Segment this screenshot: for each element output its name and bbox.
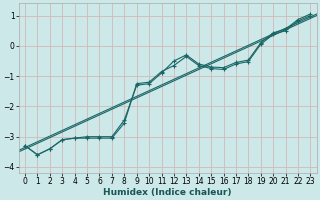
X-axis label: Humidex (Indice chaleur): Humidex (Indice chaleur) xyxy=(103,188,232,197)
